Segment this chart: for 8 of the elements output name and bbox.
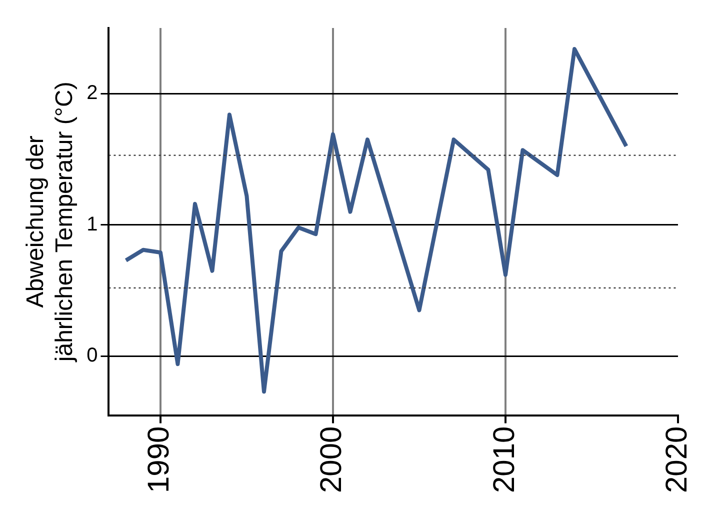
x-tick-label: 2020: [660, 426, 694, 494]
x-tick-label: 2000: [315, 426, 348, 494]
x-tick-label: 1990: [142, 426, 176, 494]
y-tick-label: 1: [86, 213, 98, 236]
y-axis-title: Abweichung der jährlichen Temperatur (°C): [22, 82, 78, 363]
x-tick-label: 2010: [488, 426, 521, 494]
y-tick-label: 2: [86, 82, 98, 104]
y-tick-label: 0: [86, 344, 98, 367]
